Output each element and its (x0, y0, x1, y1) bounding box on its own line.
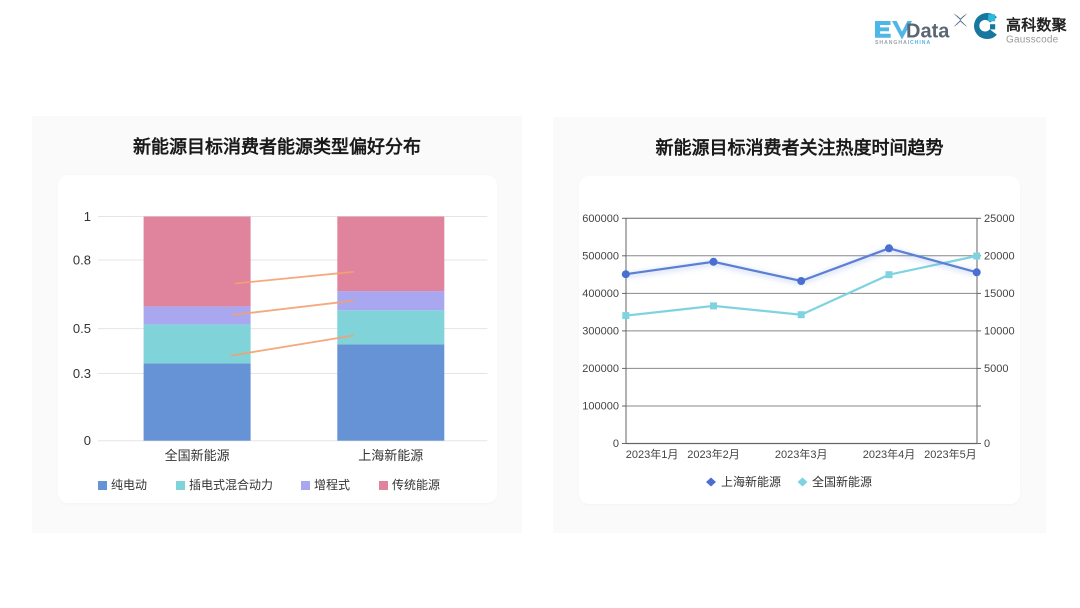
svg-text:1: 1 (84, 209, 91, 224)
svg-text:10000: 10000 (984, 326, 1015, 338)
svg-text:上海新能源: 上海新能源 (721, 474, 781, 489)
svg-text:2023年4月: 2023年4月 (863, 447, 916, 461)
svg-text:2023年3月: 2023年3月 (775, 447, 828, 461)
svg-text:纯电动: 纯电动 (111, 478, 147, 492)
svg-text:25000: 25000 (984, 213, 1015, 225)
svg-text:上海新能源: 上海新能源 (358, 448, 423, 463)
svg-text:2023年1月: 2023年1月 (626, 447, 679, 461)
svg-text:0: 0 (984, 438, 990, 450)
svg-text:0.3: 0.3 (73, 366, 91, 381)
svg-text:0: 0 (84, 433, 91, 448)
svg-text:2023年2月: 2023年2月 (687, 447, 740, 461)
svg-text:Gausscode: Gausscode (1006, 35, 1059, 46)
svg-text:全国新能源: 全国新能源 (165, 448, 230, 463)
svg-text:400000: 400000 (582, 288, 619, 300)
svg-text:0: 0 (613, 438, 619, 450)
svg-text:15000: 15000 (984, 288, 1015, 300)
svg-text:200000: 200000 (582, 363, 619, 375)
svg-text:600000: 600000 (582, 213, 619, 225)
svg-text:300000: 300000 (582, 326, 619, 338)
svg-text:高科数聚: 高科数聚 (1006, 16, 1068, 34)
svg-text:传统能源: 传统能源 (392, 477, 440, 492)
svg-text:插电式混合动力: 插电式混合动力 (189, 477, 273, 492)
svg-text:5000: 5000 (984, 363, 1008, 375)
svg-text:CHINA: CHINA (910, 40, 931, 46)
svg-text:0.5: 0.5 (73, 321, 91, 336)
svg-text:SHANGHAI: SHANGHAI (875, 40, 910, 46)
svg-text:2023年5月: 2023年5月 (924, 447, 977, 461)
svg-text:0.8: 0.8 (73, 253, 91, 268)
svg-text:100000: 100000 (582, 401, 619, 413)
svg-text:500000: 500000 (582, 251, 619, 263)
svg-text:全国新能源: 全国新能源 (812, 474, 872, 489)
svg-text:增程式: 增程式 (314, 477, 350, 492)
svg-text:20000: 20000 (984, 251, 1015, 263)
